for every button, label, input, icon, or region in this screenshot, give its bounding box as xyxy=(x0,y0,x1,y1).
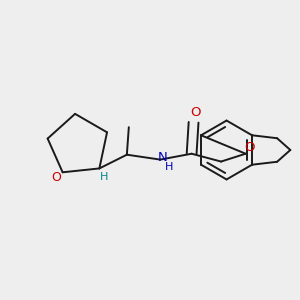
Text: O: O xyxy=(51,171,61,184)
Text: O: O xyxy=(190,106,201,119)
Text: N: N xyxy=(157,151,167,164)
Text: O: O xyxy=(244,141,255,154)
Text: H: H xyxy=(100,172,109,182)
Text: H: H xyxy=(165,163,173,172)
